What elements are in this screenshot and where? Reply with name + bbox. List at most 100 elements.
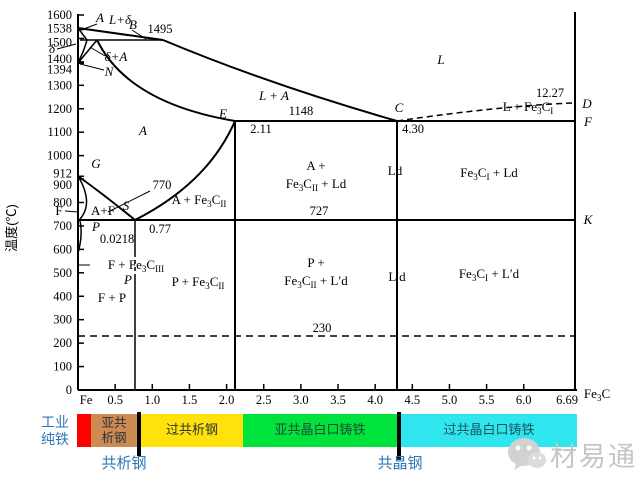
y-tick-label-900: 900 [53, 178, 72, 192]
liquidus-c-d-dashed [396, 102, 573, 122]
label-1148: 1148 [289, 104, 314, 118]
y-tick-label-1200: 1200 [47, 102, 72, 116]
label-p: P + [307, 255, 324, 270]
label-a: A + [306, 158, 325, 173]
label-2.11: 2.11 [250, 122, 271, 136]
x-tick-label-5.0: 5.0 [442, 393, 458, 407]
watermark-text: 材易通 [550, 441, 637, 472]
label-12.27: 12.27 [536, 86, 564, 100]
x-tick-label-1.5: 1.5 [182, 393, 198, 407]
label-: δ [49, 41, 56, 56]
label-770: 770 [153, 178, 172, 192]
label-e: E [218, 106, 227, 121]
label-l-a: L + A [258, 88, 289, 103]
y-tick-label-1300: 1300 [47, 78, 72, 92]
leader-n [79, 63, 105, 71]
x-tick-label-4.5: 4.5 [404, 393, 420, 407]
x-tick-label-0.5: 0.5 [107, 393, 123, 407]
y-tick-label-700: 700 [53, 219, 72, 233]
band-hypereutectoid-steel: 过共析钢 [141, 414, 243, 447]
label-0.0218: 0.0218 [100, 232, 134, 246]
label-l-d: L′d [388, 269, 406, 284]
band-hypereutectic-white-cast-iron: 过共晶白口铸铁 [401, 414, 577, 447]
label-p: P [123, 272, 132, 287]
label-industrial-pure-iron: 工业 纯铁 [41, 414, 69, 447]
liquidus-a-b [77, 27, 164, 41]
y-tick-label-1500: 1500 [47, 35, 72, 49]
leader-delta-a [89, 46, 106, 57]
divider-eutectic-430-callout: 共晶钢 [377, 455, 423, 472]
y-tick-label-1600: 1600 [47, 8, 72, 22]
label-b: B [129, 17, 137, 32]
band-hypoeutectic-white-cast-iron: 亚共晶白口铸铁 [243, 414, 397, 447]
y-tick-label-400: 400 [53, 289, 72, 303]
label-a: A [138, 123, 147, 138]
divider-eutectic-430 [397, 412, 401, 460]
label-0.77: 0.77 [149, 222, 171, 236]
label-d: D [581, 96, 592, 111]
y-tick-label-1394: 1394 [47, 62, 73, 76]
leader-b [131, 29, 147, 40]
y-tick-label-600: 600 [53, 242, 72, 256]
x-tick-label-3.5: 3.5 [330, 393, 346, 407]
label-k: K [583, 212, 594, 227]
label-fe-3-c-ii-ld: Fe3CII + Ld [286, 176, 347, 193]
y-tick-label-0: 0 [66, 383, 72, 397]
label-fe-3-c-i-ld: Fe3CI + Ld [460, 165, 518, 182]
label-f: F [583, 114, 593, 129]
y-tick-label-1400: 1400 [47, 52, 72, 66]
x-axis-right-label: Fe3C [584, 386, 610, 403]
x-tick-label-4.0: 4.0 [367, 393, 383, 407]
x-tick-label-Fe: Fe [80, 393, 93, 407]
delta-h-n-curve [77, 39, 88, 63]
y-tick-label-500: 500 [53, 266, 72, 280]
x-tick-label-3.0: 3.0 [293, 393, 309, 407]
label-a-f: A+F [91, 203, 115, 218]
label-a-fe-3-c-ii: A + Fe3CII [172, 192, 227, 209]
solidus-j-e [96, 39, 236, 122]
label-a: A [95, 10, 104, 25]
label-l: L [436, 52, 444, 67]
label-l-fe-3-c-i: L + Fe3CI [503, 99, 554, 116]
leader-f-left [64, 210, 79, 213]
leader-770 [107, 190, 151, 213]
label-g: G [91, 156, 101, 171]
acm-s-e-curve [134, 120, 236, 221]
label-l: L+δ [108, 12, 132, 27]
liquidus-b-c [162, 39, 398, 122]
y-tick-label-912: 912 [53, 166, 72, 180]
ferrite-g-p-curve [77, 175, 88, 220]
y-axis-title: 温度(℃) [4, 204, 19, 252]
x-tick-label-1.0: 1.0 [144, 393, 160, 407]
label-f: F [55, 203, 62, 218]
label-1495: 1495 [148, 22, 173, 36]
leader-delta [56, 43, 77, 50]
y-tick-label-1100: 1100 [47, 125, 72, 139]
divider-eutectoid-077-callout: 共析钢 [101, 455, 147, 472]
divider-eutectoid-077 [137, 412, 141, 456]
label-a: δ+A [105, 49, 128, 64]
label-4.30: 4.30 [402, 122, 424, 136]
a3-g-s-curve [77, 175, 136, 221]
label-ld: Ld [388, 163, 403, 178]
label-230: 230 [313, 321, 332, 335]
watermark: 材易通 [504, 433, 637, 475]
label-fe-3-c-ii-l-d: Fe3CII + L′d [284, 273, 348, 290]
x-tick-label-6.69: 6.69 [556, 393, 578, 407]
x-tick-label-6.0: 6.0 [516, 393, 532, 407]
label-727: 727 [310, 204, 329, 218]
band-hypoeutectoid-steel: 亚共 析钢 [91, 414, 137, 447]
y-tick-label-1000: 1000 [47, 149, 72, 163]
y-tick-label-300: 300 [53, 313, 72, 327]
wechat-icon [508, 438, 546, 470]
label-p-fe-3-c-ii: P + Fe3CII [172, 274, 225, 291]
label-n: N [104, 64, 115, 79]
label-f-fe-3-c-iii: F + Fe3CIII [108, 257, 164, 274]
y-tick-label-800: 800 [53, 196, 72, 210]
y-tick-label-200: 200 [53, 336, 72, 350]
label-c: C [395, 100, 404, 115]
label-f-p: F + P [98, 290, 126, 305]
label-s: S [123, 198, 130, 213]
